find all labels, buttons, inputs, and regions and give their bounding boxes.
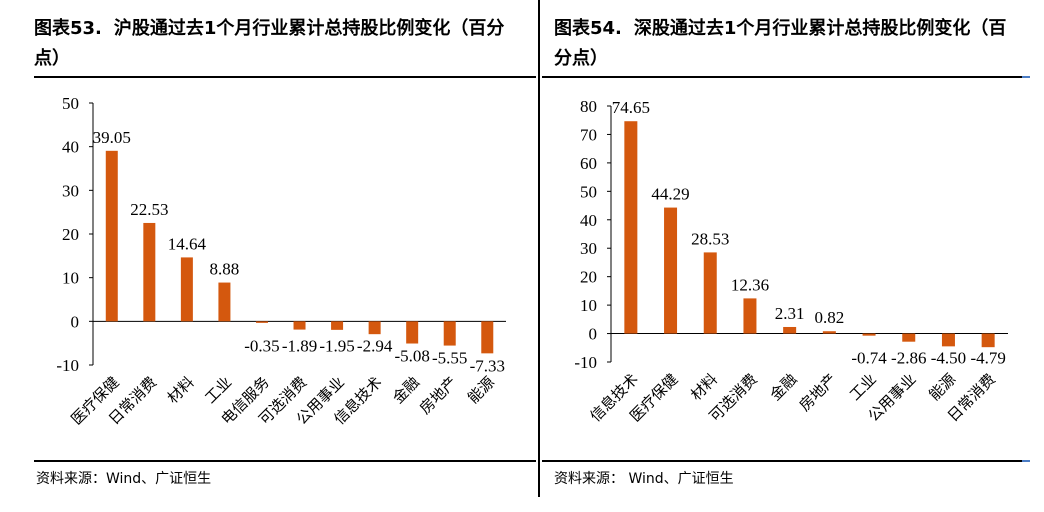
title-rule: [542, 76, 1030, 78]
bar: [941, 333, 955, 347]
bar: [368, 321, 381, 335]
bar: [255, 321, 268, 323]
bar: [481, 321, 494, 354]
bar: [293, 321, 306, 330]
data-label: 12.36: [731, 275, 769, 294]
data-label: 39.05: [93, 128, 131, 147]
y-tick-label: 70: [580, 125, 597, 144]
chart-title: 图表54. 深股通过去1个月行业累计总持股比例变化（百分点）: [554, 14, 1024, 74]
bar: [822, 331, 836, 334]
bar: [703, 252, 717, 334]
y-tick-label: -10: [574, 353, 597, 372]
data-label: 8.88: [210, 260, 240, 279]
source-rule: [34, 460, 536, 462]
y-tick-label: 10: [62, 269, 79, 288]
chart-title-number: 图表54.: [554, 18, 622, 39]
chart-title: 图表53. 沪股通过去1个月行业累计总持股比例变化（百分点）: [34, 14, 524, 74]
x-tick-label: 工业: [202, 374, 235, 407]
y-tick-label: 50: [62, 94, 79, 113]
bar: [331, 321, 344, 330]
y-tick-label: 20: [580, 268, 597, 287]
data-label: 74.65: [612, 98, 650, 117]
bar: [783, 326, 797, 334]
bar: [218, 282, 231, 322]
y-tick-label: 50: [580, 182, 597, 201]
accent-mark-bottom: [1022, 460, 1030, 462]
bar: [862, 333, 876, 336]
x-tick-label: 金融: [767, 371, 800, 404]
chart-title-text: 深股通过去1个月行业累计总持股比例变化（百分点）: [554, 18, 1007, 69]
y-tick-label: 20: [62, 225, 79, 244]
y-tick-label: 40: [62, 138, 79, 157]
source-note: 资料来源： Wind、广证恒生: [554, 471, 734, 487]
y-tick-label: 30: [62, 181, 79, 200]
x-tick-label: 材料: [164, 374, 197, 407]
bar: [180, 257, 193, 322]
chart-panel-left: 图表53. 沪股通过去1个月行业累计总持股比例变化（百分点） -10 0 10 20 30…: [34, 14, 536, 487]
data-label: -7.33: [470, 356, 505, 375]
bar: [664, 207, 678, 334]
x-tick-label: 房地产: [417, 374, 461, 418]
data-label: -2.94: [357, 336, 393, 355]
bar: [981, 333, 995, 348]
y-tick-label: 40: [580, 211, 597, 230]
chart-title-text: 沪股通过去1个月行业累计总持股比例变化（百分点）: [34, 18, 505, 69]
data-label: 14.64: [168, 234, 207, 253]
bar: [143, 222, 156, 322]
source-rule: [542, 460, 1030, 462]
bar: [624, 121, 638, 334]
panel-divider: [538, 0, 540, 497]
accent-mark-top: [1022, 76, 1030, 78]
x-tick-label: 材料: [688, 371, 721, 404]
data-label: 0.82: [814, 308, 844, 327]
data-label: 2.31: [775, 304, 805, 323]
bar: [406, 321, 419, 344]
x-tick-label: 能源: [926, 371, 959, 404]
bar-chart-shanghai: -100102030405039.05医疗保健22.53日常消费14.64材料8…: [56, 94, 506, 428]
x-tick-label: 房地产: [796, 371, 840, 415]
data-label: -2.86: [891, 349, 926, 368]
data-label: 28.53: [691, 229, 729, 248]
title-rule: [34, 76, 536, 78]
y-tick-label: -10: [56, 356, 79, 375]
x-tick-label: 能源: [465, 374, 498, 407]
y-tick-label: 0: [589, 325, 598, 344]
data-label: -4.79: [970, 349, 1005, 368]
data-label: -1.95: [319, 336, 354, 355]
data-label: -4.50: [931, 349, 966, 368]
y-tick-label: 10: [580, 296, 597, 315]
y-tick-label: 30: [580, 239, 597, 258]
bar: [443, 321, 456, 346]
bar: [902, 333, 916, 342]
y-tick-label: 60: [580, 154, 597, 173]
chart-panel-right: 图表54. 深股通过去1个月行业累计总持股比例变化（百分点） -10 0 10 20 30…: [542, 0, 1044, 512]
source-note: 资料来源：Wind、广证恒生: [36, 471, 212, 487]
data-label: 44.29: [651, 185, 689, 204]
data-label: -0.35: [244, 336, 279, 355]
x-tick-label: 工业: [847, 371, 880, 404]
chart-title-number: 图表53.: [34, 18, 102, 39]
x-tick-label: 金融: [390, 374, 423, 407]
bar: [743, 298, 757, 334]
bar: [105, 150, 118, 322]
data-label: 22.53: [130, 200, 168, 219]
data-label: -5.55: [432, 349, 467, 368]
data-label: -0.74: [851, 349, 887, 368]
data-label: -1.89: [282, 336, 317, 355]
y-tick-label: 80: [580, 97, 597, 116]
y-tick-label: 0: [71, 312, 80, 331]
data-label: -5.08: [394, 347, 429, 366]
